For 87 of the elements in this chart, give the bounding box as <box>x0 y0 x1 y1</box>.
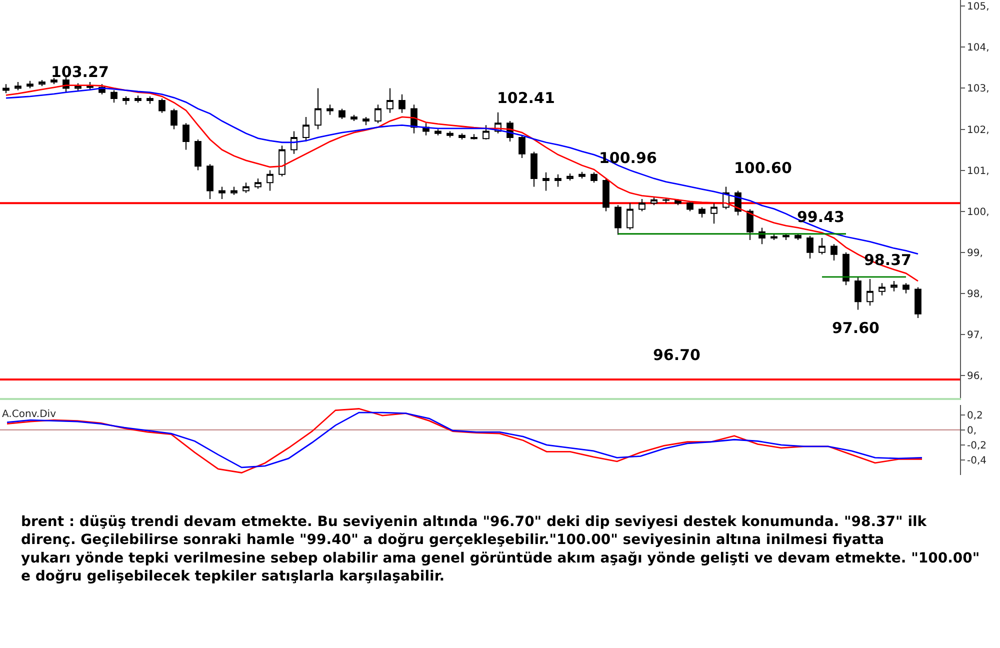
annotation: 100.60 <box>734 159 792 177</box>
candlestick <box>746 208 754 241</box>
annotation: 102.41 <box>497 89 555 107</box>
candlestick <box>290 130 298 154</box>
candlestick <box>170 108 178 130</box>
candlestick <box>242 182 250 194</box>
chart-title: A.Conv.Div <box>2 409 56 420</box>
candlestick <box>650 196 658 206</box>
candlestick <box>602 178 610 212</box>
candlestick <box>578 171 586 179</box>
candlestick <box>446 130 454 138</box>
y-tick-label: -0,2 <box>967 440 987 452</box>
candlestick <box>830 244 838 262</box>
candlestick <box>818 237 826 255</box>
candlestick <box>374 104 382 124</box>
annotation: 99.43 <box>797 208 844 226</box>
candlestick <box>14 82 22 91</box>
candlestick <box>38 80 46 87</box>
text: brent : düşüş trendi devam etmekte. Bu seviyenin altında "96.70" deki dip seviyesi destek konumunda. "98.37" ilk direnç. Geçilebilirse sonraki hamle "99.40" a doğru gerçekleşebilir."100.00" seviyesinin altına inilmesi fiyatta yukarı yönde tepki verilmesine sebep olabilir ama genel görüntüde akım aşağı yönde gelişti ve devam etmekte. "100.00" e doğru gelişebilecek tepkiler satışlarla karşılaşabilir. <box>21 514 980 585</box>
y-tick-label: 101, <box>967 166 990 177</box>
candlestick <box>854 276 862 310</box>
y-tick-label: 99, <box>967 248 983 259</box>
candlestick <box>902 282 910 294</box>
candlestick <box>914 286 922 318</box>
candlestick <box>182 122 190 150</box>
candlestick <box>458 132 466 140</box>
candlestick <box>326 104 334 116</box>
candlestick <box>530 151 538 188</box>
candlestick <box>194 139 202 171</box>
annotation: 96.70 <box>653 346 700 364</box>
candlestick <box>206 164 214 200</box>
y-tick-label: 103, <box>967 84 990 95</box>
candlestick <box>842 252 850 286</box>
candlestick <box>866 278 874 306</box>
candlestick <box>614 204 622 236</box>
candlestick <box>122 96 130 106</box>
candlestick <box>302 116 310 142</box>
candlestick <box>26 80 34 89</box>
candlestick <box>266 170 274 192</box>
candlestick <box>158 98 166 114</box>
candlestick <box>782 233 790 241</box>
y-tick-label: 0, <box>967 425 977 436</box>
line-series <box>5 88 919 255</box>
candlestick <box>542 172 550 192</box>
candlestick <box>254 178 262 190</box>
candlestick <box>710 202 718 224</box>
candlestick <box>626 202 634 230</box>
candlestick <box>434 128 442 136</box>
y-tick-label: -0,4 <box>967 455 987 466</box>
candlestick <box>554 174 562 188</box>
candlestick <box>314 88 322 130</box>
candlestick <box>350 114 358 122</box>
y-tick-label: 97, <box>967 330 983 341</box>
annotation: 97.60 <box>832 319 880 337</box>
candlestick <box>278 145 286 177</box>
candlestick <box>686 202 694 212</box>
annotation: 100.96 <box>599 149 657 167</box>
candlestick <box>566 173 574 182</box>
y-tick-label: 102, <box>967 124 990 136</box>
candlestick <box>698 206 706 218</box>
candlestick <box>338 108 346 120</box>
candlestick <box>134 95 142 104</box>
candlestick <box>230 186 238 196</box>
candlestick <box>218 186 226 200</box>
candlestick <box>806 235 814 259</box>
candlestick <box>890 280 898 292</box>
candlestick <box>470 134 478 140</box>
candlestick <box>794 233 802 241</box>
annotation: 103.27 <box>51 63 109 81</box>
candlestick <box>878 282 886 296</box>
candlestick <box>398 94 406 114</box>
candlestick <box>638 198 646 212</box>
candlestick <box>146 96 154 104</box>
candlestick <box>590 172 598 184</box>
candlestick <box>362 116 370 126</box>
y-tick-label: 0,2 <box>967 410 983 422</box>
y-tick-label: 98, <box>967 288 983 300</box>
candlestick <box>50 77 58 85</box>
y-tick-label: 104, <box>967 42 990 54</box>
candlestick <box>482 124 490 140</box>
y-tick-label: 96, <box>967 370 983 382</box>
candlestick <box>2 84 10 94</box>
y-tick-label: 105, <box>967 2 990 13</box>
y-tick-label: 100, <box>967 206 990 218</box>
candlestick <box>386 88 394 114</box>
candlestick <box>518 134 526 158</box>
candlestick <box>110 90 118 104</box>
